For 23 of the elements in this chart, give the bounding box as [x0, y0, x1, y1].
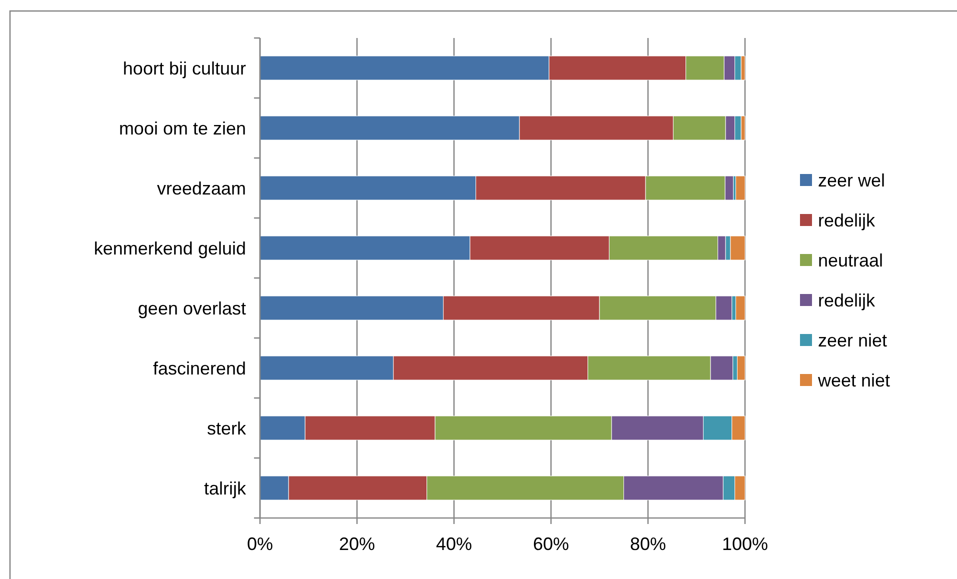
- y-tick-label: kenmerkend geluid: [94, 238, 246, 258]
- y-tick-label: hoort bij cultuur: [122, 58, 246, 78]
- x-tick-label: 40%: [436, 534, 472, 554]
- legend-label: redelijk: [818, 290, 876, 310]
- y-tick-label: talrijk: [204, 478, 247, 498]
- x-tick-label: 0%: [246, 534, 274, 554]
- y-tick-label: fascinerend: [152, 358, 246, 378]
- y-tick-label: geen overlast: [138, 298, 246, 318]
- legend-label: zeer wel: [818, 170, 886, 190]
- y-tick-label: mooi om te zien: [118, 118, 246, 138]
- legend-label: weet niet: [817, 370, 890, 390]
- legend-label: neutraal: [818, 250, 884, 270]
- y-tick-label: vreedzaam: [156, 178, 246, 198]
- x-tick-label: 60%: [532, 534, 570, 554]
- legend-label: zeer niet: [818, 330, 888, 350]
- bar: [736, 296, 746, 320]
- bar: [736, 176, 746, 200]
- legend-label: redelijk: [818, 210, 876, 230]
- x-tick-label: 20%: [338, 534, 376, 554]
- x-tick-label: 80%: [630, 534, 666, 554]
- y-tick-label: sterk: [206, 418, 247, 438]
- bar: [736, 356, 746, 380]
- x-tick-label: 100%: [722, 534, 768, 554]
